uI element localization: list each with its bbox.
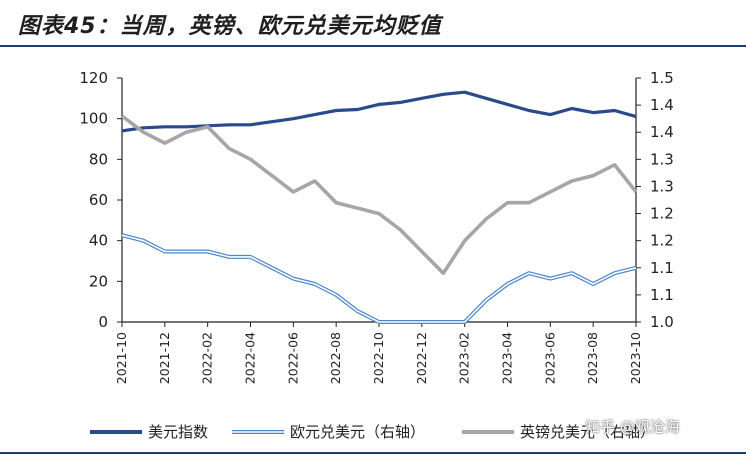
left-tick-label: 120 xyxy=(79,69,108,87)
right-tick-label: 1.3 xyxy=(650,150,674,168)
right-tick-label: 1.5 xyxy=(650,69,674,87)
legend-label: 美元指数 xyxy=(148,423,208,441)
x-tick-label: 2023-02 xyxy=(457,332,472,384)
left-tick-label: 0 xyxy=(98,313,108,331)
left-tick-label: 60 xyxy=(89,191,108,209)
x-tick-label: 2023-06 xyxy=(542,332,557,384)
series-line-usd xyxy=(121,90,637,133)
left-tick-label: 40 xyxy=(89,232,108,250)
series-line-eur-inner xyxy=(121,234,637,323)
left-tick-label: 20 xyxy=(89,272,108,290)
right-tick-label: 1.4 xyxy=(650,96,674,114)
x-tick-label: 2023-08 xyxy=(585,332,600,384)
x-tick-label: 2022-10 xyxy=(371,332,386,384)
x-tick-label: 2022-06 xyxy=(285,332,300,384)
right-tick-label: 1.2 xyxy=(650,232,674,250)
series-line-gbp xyxy=(120,114,638,275)
legend-label: 英镑兑美元（右轴） xyxy=(520,423,655,441)
right-tick-label: 1.3 xyxy=(650,177,674,195)
right-tick-label: 1.1 xyxy=(650,259,674,277)
title-rule xyxy=(0,45,746,47)
x-tick-label: 2021-10 xyxy=(114,332,129,384)
bottom-rule xyxy=(0,452,746,454)
series-line-eur-outer xyxy=(121,233,637,324)
x-tick-label: 2022-02 xyxy=(200,332,215,384)
x-tick-label: 2022-04 xyxy=(243,332,258,384)
left-tick-label: 80 xyxy=(89,150,108,168)
x-tick-label: 2023-04 xyxy=(500,332,515,384)
chart-title: 图表45：当周，英镑、欧元兑美元均贬值 xyxy=(18,14,442,39)
left-tick-label: 100 xyxy=(79,110,108,128)
x-tick-label: 2022-08 xyxy=(328,332,343,384)
x-tick-label: 2023-10 xyxy=(628,332,643,384)
legend-label: 欧元兑美元（右轴） xyxy=(290,423,425,441)
right-tick-label: 1.2 xyxy=(650,205,674,223)
watermark: 知乎 @观沧海 xyxy=(585,418,680,436)
right-tick-label: 1.4 xyxy=(650,123,674,141)
x-tick-label: 2022-12 xyxy=(414,332,429,384)
right-tick-label: 1.1 xyxy=(650,286,674,304)
x-tick-label: 2021-12 xyxy=(157,332,172,384)
right-tick-label: 1.0 xyxy=(650,313,674,331)
